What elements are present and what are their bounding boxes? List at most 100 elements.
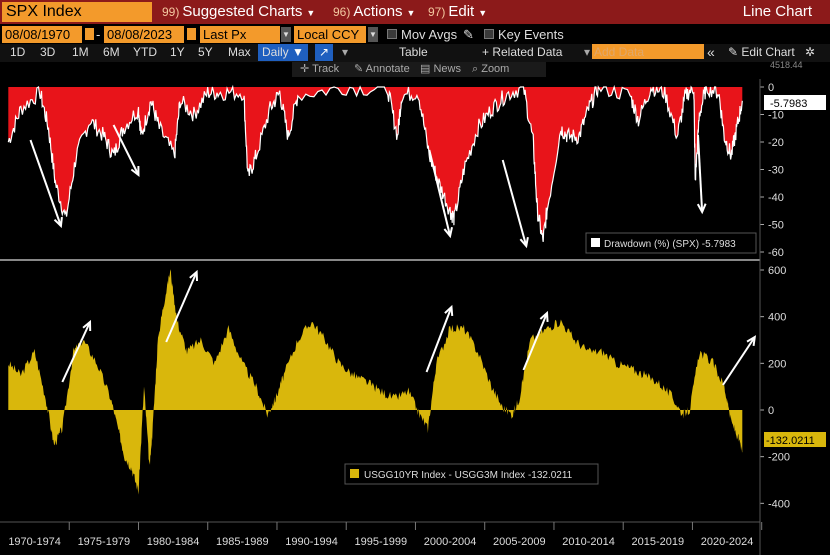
suggested-label: Suggested Charts xyxy=(182,3,303,20)
arrow-shaft xyxy=(428,149,452,237)
range-ytd[interactable]: YTD xyxy=(133,45,157,59)
range-6m[interactable]: 6M xyxy=(103,45,120,59)
x-tick-label: 2010-2014 xyxy=(562,536,615,548)
ticker-field[interactable]: SPX Index xyxy=(2,2,152,22)
arrow-shaft xyxy=(522,312,548,371)
x-tick-label: 1995-1999 xyxy=(355,536,408,548)
date-separator: - xyxy=(96,27,101,42)
range-1m[interactable]: 1M xyxy=(72,45,89,59)
x-tick-label: 2000-2004 xyxy=(424,536,477,548)
arrow-head xyxy=(746,335,757,347)
suggested-charts-button[interactable]: 99) Suggested Charts ▼ xyxy=(162,3,315,21)
chevron-down-icon[interactable]: ▾ xyxy=(584,45,591,59)
calendar-icon[interactable] xyxy=(85,28,94,40)
range-1d[interactable]: 1D xyxy=(10,45,26,59)
drawdown-y-tick-label: -40 xyxy=(768,192,784,204)
drawdown-legend-label: Drawdown (%) (SPX) -5.7983 xyxy=(604,239,736,250)
range-5y[interactable]: 5Y xyxy=(198,45,213,59)
end-date-field[interactable]: 08/08/2023 xyxy=(104,26,184,43)
drawdown-y-tick-label: -20 xyxy=(768,137,784,149)
spread-y-tick-label: 600 xyxy=(768,265,786,277)
news-tool[interactable]: ▤ News xyxy=(420,63,461,75)
key-events-checkbox[interactable] xyxy=(484,29,494,39)
spread-legend-label: USGG10YR Index - USGG3M Index -132.0211 xyxy=(364,470,573,481)
track-tool[interactable]: ✛ Track xyxy=(300,63,340,75)
arrow-head xyxy=(519,236,529,249)
spread-legend: USGG10YR Index - USGG3M Index -132.0211 xyxy=(344,463,599,485)
arrow-shaft xyxy=(722,336,756,386)
range-3d[interactable]: 3D xyxy=(40,45,56,59)
spread-y-tick-label: 200 xyxy=(768,358,786,370)
x-tick-label: 1985-1989 xyxy=(216,536,269,548)
zoom-tool[interactable]: ⌕ Zoom xyxy=(472,63,510,75)
drawdown-y-tick-label: -60 xyxy=(768,247,784,259)
frequency-select[interactable]: Daily ▼ xyxy=(258,44,308,61)
arrow-shaft xyxy=(165,271,198,343)
calendar-icon[interactable] xyxy=(187,28,196,40)
arrow-shaft xyxy=(501,159,528,247)
track-label: Track xyxy=(312,63,340,75)
edit-chart-button[interactable]: ✎ Edit Chart xyxy=(728,45,795,59)
x-axis: 1970-1974 1975-1979 1980-1984 1985-1989 1990… xyxy=(0,521,763,548)
hidden-last-price: 4518.44 xyxy=(770,60,803,70)
drawdown-y-axis: 0 -10 -20 -30 -40 -50 -60 xyxy=(760,82,784,259)
spread-y-tick-label: -400 xyxy=(768,498,790,510)
x-tick-label: 2005-2009 xyxy=(493,536,546,548)
chevron-down-icon: ▼ xyxy=(306,8,316,18)
currency-select[interactable]: Local CCY xyxy=(294,26,366,43)
range-max[interactable]: Max xyxy=(228,45,251,59)
arrow-shaft xyxy=(112,124,140,176)
arrow-head xyxy=(189,269,199,282)
arrow-shaft xyxy=(696,134,704,213)
arrow-head xyxy=(53,216,63,229)
spread-y-axis: 600 400 200 0 -200 -400 xyxy=(760,265,790,510)
x-tick-label: 2020-2024 xyxy=(701,536,754,548)
gear-icon[interactable]: ✲ xyxy=(805,45,816,59)
start-date-field[interactable]: 08/08/1970 xyxy=(2,26,82,43)
key-events-label: Key Events xyxy=(498,27,564,42)
chevron-down-icon: ▼ xyxy=(478,8,488,18)
drawdown-last-tag: -5.7983 xyxy=(764,95,826,110)
mov-avgs-checkbox[interactable] xyxy=(387,29,397,39)
frequency-label: Daily xyxy=(262,45,289,59)
add-data-input[interactable]: Add Data xyxy=(592,44,704,59)
chevron-down-icon[interactable]: ▼ xyxy=(281,27,291,42)
drawdown-line xyxy=(7,84,743,242)
annotate-tool[interactable]: ✎ Annotate xyxy=(354,63,410,75)
related-data-button[interactable]: + Related Data xyxy=(482,45,563,59)
spread-y-tick-label: -200 xyxy=(768,452,790,464)
drawdown-last-value: -5.7983 xyxy=(770,98,807,110)
date-controls-row: 08/08/1970 - 08/08/2023 Last Px ▼ Local … xyxy=(0,26,830,44)
drawdown-y-tick-label: -50 xyxy=(768,220,784,232)
arrow-head xyxy=(539,310,549,323)
range-1y[interactable]: 1Y xyxy=(170,45,185,59)
drawdown-area xyxy=(8,87,743,242)
edit-button[interactable]: 97) Edit ▼ xyxy=(428,3,487,21)
chevron-down-icon[interactable]: ▼ xyxy=(368,27,378,42)
pencil-icon[interactable]: ✎ xyxy=(463,27,474,42)
spread-y-tick-label: 400 xyxy=(768,312,786,324)
collapse-icon[interactable]: « xyxy=(707,44,715,60)
annotation-arrows xyxy=(29,124,757,386)
news-label: News xyxy=(433,63,461,75)
chart-type-title: Line Chart xyxy=(742,3,812,20)
x-tick-label: 1980-1984 xyxy=(147,536,200,548)
line-chart-icon[interactable]: ↗ xyxy=(315,44,334,61)
arrow-shaft xyxy=(29,139,62,227)
annotate-label: Annotate xyxy=(365,63,410,75)
actions-num: 96) xyxy=(333,5,351,19)
edit-chart-label: Edit Chart xyxy=(741,45,795,59)
suggested-num: 99) xyxy=(162,5,180,19)
chevron-down-icon[interactable]: ▾ xyxy=(342,45,349,59)
arrow-head xyxy=(82,319,92,332)
drawdown-y-tick-label: -30 xyxy=(768,165,784,177)
drawdown-y-tick-label: 0 xyxy=(768,82,774,94)
actions-button[interactable]: 96) Actions ▼ xyxy=(333,3,415,21)
chevron-down-icon: ▼ xyxy=(406,8,416,18)
price-field-select[interactable]: Last Px xyxy=(200,26,280,43)
table-button[interactable]: Table xyxy=(399,45,428,59)
x-tick-label: 1990-1994 xyxy=(285,536,338,548)
spread-last-value: -132.0211 xyxy=(766,435,815,447)
zoom-label: Zoom xyxy=(481,63,510,75)
